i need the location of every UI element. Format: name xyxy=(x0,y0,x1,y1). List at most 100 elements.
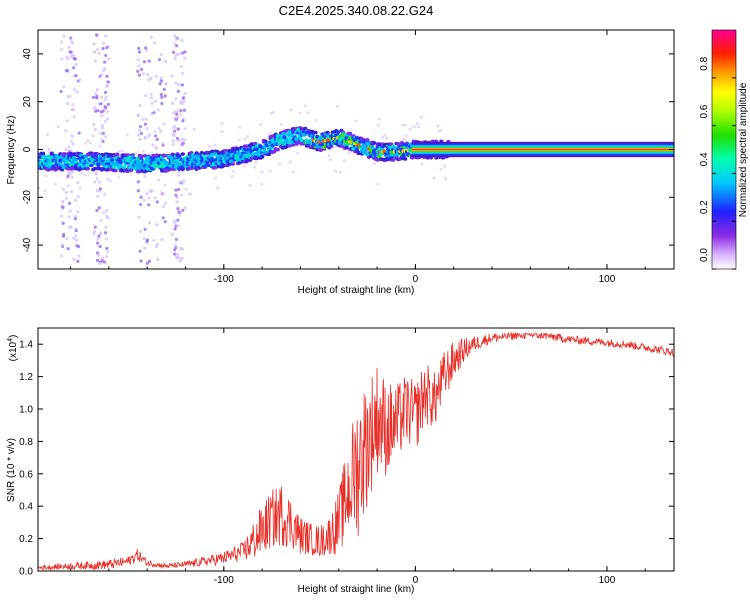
spectrogram-speckle xyxy=(174,81,178,85)
spectrogram-speckle xyxy=(56,125,60,129)
spectrogram-speckle xyxy=(138,104,142,108)
spectrogram-speckle xyxy=(71,103,75,107)
spectrogram-ytick-label: -40 xyxy=(22,237,33,252)
spectrogram-speckle xyxy=(72,236,76,240)
spectrogram-cell xyxy=(396,142,401,146)
spectrogram-xlabel: Height of straight line (km) xyxy=(298,285,415,296)
spectrogram-speckle xyxy=(176,224,180,228)
spectrogram-speckle xyxy=(230,175,234,179)
spectrogram-speckle xyxy=(136,58,140,62)
spectrogram-speckle xyxy=(105,208,109,212)
spectrogram-cell xyxy=(85,166,91,171)
spectrogram-speckle xyxy=(69,55,74,59)
spectrogram-speckle xyxy=(160,95,164,99)
spectrogram-cell xyxy=(104,164,110,169)
spectrogram-speckle xyxy=(104,34,108,38)
spectrogram-cell xyxy=(127,155,132,160)
spectrogram-speckle xyxy=(68,172,73,176)
spectrogram-speckle xyxy=(174,117,178,122)
spectrogram-speckle xyxy=(303,104,307,108)
spectrogram-speckle xyxy=(383,133,387,137)
spectrogram-speckle xyxy=(161,216,165,220)
spectrogram-speckle xyxy=(415,122,419,126)
spectrogram-cell xyxy=(263,139,268,144)
spectrogram-speckle xyxy=(62,85,66,89)
snr-ytick-label: 0.4 xyxy=(19,502,33,513)
spectrogram-speckle xyxy=(439,167,443,171)
spectrogram-cell xyxy=(365,138,370,142)
spectrogram-speckle xyxy=(306,111,310,115)
spectrogram-ytick-label: -20 xyxy=(22,190,33,205)
spectrogram-speckle xyxy=(145,126,149,131)
spectrogram-cell xyxy=(49,151,54,156)
colorbar-ticks: 0.0 0.2 0.4 0.6 0.8 xyxy=(699,56,736,270)
spectrogram-speckle xyxy=(172,252,177,256)
spectrogram-speckle xyxy=(47,150,51,154)
spectrogram-marks xyxy=(38,33,674,266)
spectrogram-speckle xyxy=(155,222,159,227)
spectrogram-speckle xyxy=(97,51,101,56)
snr-xtick-label: 0 xyxy=(413,575,419,586)
colorbar-tick-label: 0.8 xyxy=(699,56,710,70)
spectrogram-cell xyxy=(318,148,323,152)
spectrogram-speckle xyxy=(175,44,179,48)
spectrogram-speckle xyxy=(139,229,143,233)
spectrogram-speckle xyxy=(101,69,105,73)
spectrogram-cell xyxy=(242,147,247,152)
spectrogram-cell xyxy=(296,140,301,145)
spectrogram-speckle xyxy=(160,101,164,106)
spectrogram-cell xyxy=(235,147,241,151)
spectrogram-cell xyxy=(244,144,249,148)
spectrogram-speckle xyxy=(180,193,184,197)
snr-ytick-label: 1.0 xyxy=(19,405,33,416)
snr-scale-label: (x104) xyxy=(7,335,19,362)
spectrogram-speckle xyxy=(97,234,101,238)
spectrogram-speckle xyxy=(92,122,96,127)
spectrogram-speckle xyxy=(77,131,81,135)
spectrogram-speckle xyxy=(150,188,154,192)
spectrogram-cell xyxy=(180,167,185,171)
spectrogram-speckle xyxy=(99,131,103,135)
spectrogram-cell xyxy=(354,136,360,141)
spectrogram-speckle xyxy=(268,132,272,136)
spectrogram-speckle xyxy=(138,125,143,129)
spectrogram-speckle xyxy=(106,80,110,84)
spectrogram-speckle xyxy=(402,137,406,141)
spectrogram-speckle xyxy=(137,64,141,68)
spectrogram-ticks: -100 0 100 -40 -20 0 20 40 xyxy=(22,30,674,285)
spectrogram-speckle xyxy=(138,249,142,253)
spectrogram-ytick-label: 20 xyxy=(22,96,33,108)
spectrogram-speckle xyxy=(338,170,342,174)
spectrogram-speckle xyxy=(103,90,108,94)
spectrogram-speckle xyxy=(74,198,78,202)
spectrogram-speckle xyxy=(163,59,167,63)
spectrogram-speckle xyxy=(154,134,158,138)
spectrogram-speckle xyxy=(178,259,182,263)
spectrogram-speckle xyxy=(159,129,163,133)
spectrogram-cell xyxy=(210,149,215,154)
spectrogram-speckle xyxy=(69,139,73,143)
spectrogram-speckle xyxy=(59,89,63,94)
spectrogram-speckle xyxy=(177,83,181,87)
spectrogram-speckle xyxy=(180,180,184,184)
spectrogram-speckle xyxy=(88,141,92,145)
spectrogram-cell xyxy=(260,155,265,159)
spectrogram-speckle xyxy=(213,143,217,147)
spectrogram-speckle xyxy=(214,176,218,180)
spectrogram-cell xyxy=(391,158,396,162)
spectrogram-xtick-label: 0 xyxy=(413,274,419,285)
spectrogram-speckle xyxy=(149,92,153,96)
spectrogram-speckle xyxy=(138,137,142,142)
spectrogram-cell xyxy=(113,168,118,173)
spectrogram-speckle xyxy=(260,182,264,186)
spectrogram-speckle xyxy=(154,145,158,149)
spectrogram-speckle xyxy=(153,196,157,200)
snr-series-line xyxy=(38,331,674,571)
spectrogram-speckle xyxy=(47,147,51,151)
spectrogram-speckle xyxy=(184,187,188,191)
spectrogram-speckle xyxy=(157,178,161,182)
spectrogram-cell xyxy=(180,152,185,156)
spectrogram-speckle xyxy=(141,117,145,121)
spectrogram-cell xyxy=(347,131,353,136)
spectrogram-speckle xyxy=(100,259,104,263)
